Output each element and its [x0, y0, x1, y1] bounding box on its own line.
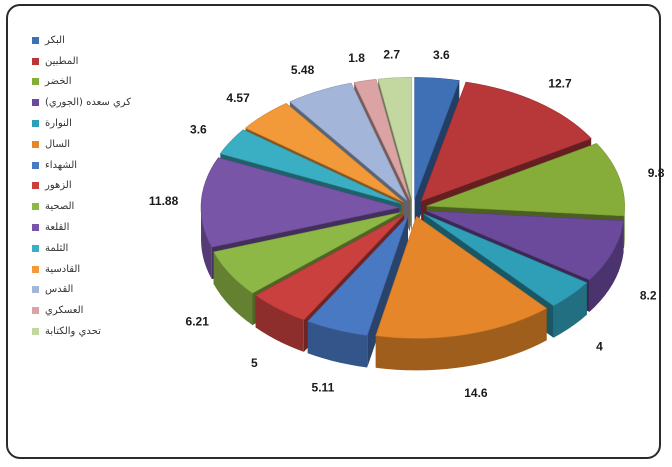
legend-swatch	[32, 140, 39, 148]
legend-swatch	[32, 161, 39, 169]
legend-swatch	[32, 78, 39, 86]
pie-slice-rim	[623, 206, 625, 248]
legend-swatch	[32, 265, 39, 273]
legend-item: تحدي والكتابة	[32, 321, 192, 342]
pie-slice-rim	[307, 321, 368, 368]
legend-label: القادسية	[45, 263, 81, 275]
pie-slice	[375, 215, 548, 371]
legend-label: المطبين	[45, 55, 79, 67]
pie-slice-top	[255, 214, 405, 321]
pie-value-label: 5	[251, 356, 258, 370]
pie-value-label: 4	[596, 339, 603, 353]
legend-item: القلعة	[32, 217, 192, 238]
legend-item: العسكري	[32, 300, 192, 321]
legend-label: الزهور	[45, 180, 72, 192]
legend-label: العسكري	[45, 305, 84, 317]
pie-slice-top	[426, 210, 624, 281]
pie-slice-top	[219, 129, 402, 204]
pie-value-label: 5.48	[291, 63, 315, 77]
pie-slice-top	[375, 215, 548, 339]
pie-value-label: 2.7	[383, 48, 400, 62]
pie-slice-top	[307, 215, 409, 336]
pie-slice-top	[423, 213, 588, 307]
pie-value-label: 11.88	[149, 194, 179, 208]
legend-label: الثلمة	[45, 242, 69, 254]
legend: البكر المطبين الخضر كري سعده (الجوري) النوار…	[32, 30, 192, 342]
pie-value-label: 12.7	[548, 77, 572, 91]
legend-item: الزهور	[32, 176, 192, 197]
legend-swatch	[32, 120, 39, 128]
pie-value-label: 14.6	[464, 386, 488, 400]
pie-slice-top	[420, 81, 592, 202]
legend-item: الشهداء	[32, 155, 192, 176]
legend-label: تحدي والكتابة	[45, 326, 101, 338]
pie-value-label: 4.57	[226, 91, 250, 105]
pie-slice-rim	[201, 207, 212, 280]
pie-slice-rim	[213, 251, 253, 326]
pie-slice-top	[414, 77, 460, 200]
legend-label: الخضر	[45, 76, 72, 88]
pie-slice-top	[353, 78, 411, 200]
legend-label: القدس	[45, 284, 74, 296]
legend-item: النوارة	[32, 113, 192, 134]
pie-slice-top	[426, 143, 625, 217]
pie-value-label: 5.11	[312, 381, 335, 395]
legend-item: الخضر	[32, 72, 192, 93]
legend-swatch	[32, 182, 39, 190]
legend-label: البكر	[45, 34, 65, 46]
legend-item: القدس	[32, 280, 192, 301]
pie-value-label: 1.8	[348, 51, 365, 65]
legend-item: كري سعده (الجوري)	[32, 92, 192, 113]
pie-slice-rim	[553, 282, 587, 338]
pie-slice-top	[244, 103, 404, 203]
pie-slice-rim	[375, 308, 547, 371]
legend-label: الصحية	[45, 201, 75, 213]
legend-item: السال	[32, 134, 192, 155]
legend-item: القادسية	[32, 259, 192, 280]
legend-item: الثلمة	[32, 238, 192, 259]
pie-slice-rim	[255, 295, 304, 352]
legend-label: السال	[45, 138, 71, 150]
legend-swatch	[32, 36, 39, 44]
legend-swatch	[32, 99, 39, 107]
legend-label: النوارة	[45, 118, 72, 130]
legend-label: الشهداء	[45, 159, 78, 171]
pie-value-label: 3.6	[190, 123, 207, 137]
pie-value-label: 9.8	[648, 166, 665, 180]
pie-slice-rim	[589, 220, 624, 312]
legend-swatch	[32, 57, 39, 65]
legend-swatch	[32, 203, 39, 211]
pie-slice-top	[377, 77, 413, 200]
pie-slice	[307, 215, 409, 368]
legend-item: المطبين	[32, 51, 192, 72]
legend-swatch	[32, 328, 39, 336]
legend-swatch	[32, 307, 39, 315]
pie-slice-top	[200, 157, 400, 248]
legend-label: كري سعده (الجوري)	[45, 97, 132, 109]
legend-swatch	[32, 286, 39, 294]
pie-slice-top	[213, 212, 402, 294]
pie-value-label: 8.2	[640, 289, 657, 303]
legend-label: القلعة	[45, 222, 70, 234]
legend-swatch	[32, 224, 39, 232]
pie-value-label: 3.6	[433, 48, 450, 62]
pie-value-label: 6.21	[186, 314, 210, 328]
legend-item: الصحية	[32, 196, 192, 217]
legend-swatch	[32, 244, 39, 252]
pie-slice-top	[289, 82, 408, 201]
legend-item: البكر	[32, 30, 192, 51]
